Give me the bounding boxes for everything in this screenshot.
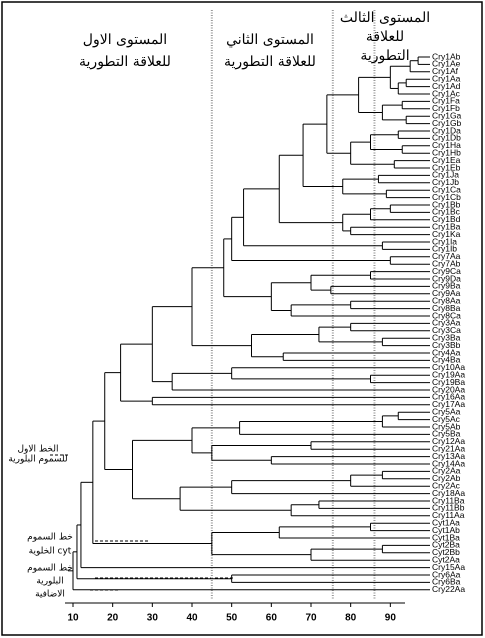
leaf-label: Cry1Ba <box>432 221 461 231</box>
leaf-label: Cry1Aa <box>432 73 461 83</box>
leaf-label: Cry3Aa <box>432 318 461 328</box>
leaf-label: Cry1Ha <box>432 140 461 150</box>
leaf-label: Cry2Ac <box>432 480 461 490</box>
leaf-label: Cry14Aa <box>432 458 465 468</box>
leaf-label: Cry1Ib <box>432 244 457 254</box>
leaf-label: Cyt1Ba <box>432 532 460 542</box>
leaf-label: Cry5Ab <box>432 421 461 431</box>
side-label: البلورية <box>36 577 63 587</box>
level-heading: التطورية <box>360 48 409 64</box>
leaf-label: Cry15Aa <box>432 562 465 572</box>
leaf-label: Cry1Ea <box>432 155 461 165</box>
leaf-label: Cry5Ba <box>432 429 461 439</box>
leaf-label: Cry20Aa <box>432 384 465 394</box>
x-tick-label: 20 <box>107 613 119 624</box>
level-heading: المستوى الثالث <box>340 10 430 26</box>
leaf-label: Cry19Ba <box>432 377 465 387</box>
level-heading: للعلاقة <box>366 29 404 45</box>
level-heading: المستوى الثاني <box>226 32 314 48</box>
leaf-label: Cry1Bc <box>432 207 461 217</box>
leaf-label: Cyt2Aa <box>432 554 460 564</box>
side-label: الاضافية <box>35 590 65 600</box>
leaf-label: Cry1Jb <box>432 177 459 187</box>
leaf-label: Cry3Ba <box>432 332 461 342</box>
leaf-label: Cry1Ja <box>432 170 459 180</box>
leaf-label: Cry1Bd <box>432 214 461 224</box>
leaf-label: Cry19Aa <box>432 369 465 379</box>
leaf-label: Cry1Bb <box>432 199 461 209</box>
leaf-label: Cry9Aa <box>432 288 461 298</box>
leaf-label: Cry10Aa <box>432 362 465 372</box>
leaf-label: Cry9Ba <box>432 281 461 291</box>
leaf-label: Cry9Da <box>432 273 461 283</box>
side-label: خط السموم <box>27 564 73 574</box>
leaf-label: Cry5Aa <box>432 406 461 416</box>
leaf-label: Cry1Da <box>432 125 461 135</box>
leaf-label: Cry2Aa <box>432 466 461 476</box>
leaf-label: Cry8Ca <box>432 310 461 320</box>
leaf-label: Cry3Ca <box>432 325 461 335</box>
level-heading: للعلاقة التطورية <box>224 54 316 70</box>
x-tick-label: 40 <box>186 613 198 624</box>
leaf-label: Cry12Aa <box>432 436 465 446</box>
leaf-label: Cry1Ia <box>432 236 457 246</box>
leaf-label: Cry5Ac <box>432 414 461 424</box>
leaf-label: Cyt2Ba <box>432 540 460 550</box>
x-tick-label: 30 <box>147 613 159 624</box>
leaf-label: Cry7Ab <box>432 258 461 268</box>
level-heading: المستوى الاول <box>83 32 167 48</box>
leaf-label: Cry1Af <box>432 66 459 76</box>
x-tick-label: 60 <box>266 613 278 624</box>
leaf-label: Cry8Ba <box>432 303 461 313</box>
x-tick-label: 90 <box>385 613 397 624</box>
leaf-label: Cry8Aa <box>432 295 461 305</box>
leaf-label: Cry7Aa <box>432 251 461 261</box>
side-label: الخط الاول <box>18 445 59 455</box>
leaf-label: Cry1Ab <box>432 51 461 61</box>
leaf-label: Cry2Ab <box>432 473 461 483</box>
leaf-label: Cry21Aa <box>432 443 465 453</box>
leaf-label: Cry18Aa <box>432 488 465 498</box>
leaf-label: Cry1Ac <box>432 88 461 98</box>
leaf-label: Cyt1Aa <box>432 517 460 527</box>
leaf-label: Cyt1Ab <box>432 525 460 535</box>
leaf-label: Cry1Ad <box>432 81 461 91</box>
x-tick-label: 80 <box>345 613 357 624</box>
leaf-label: Cry1Fb <box>432 103 460 113</box>
leaf-label: Cry13Aa <box>432 451 465 461</box>
leaf-label: Cry11Ba <box>432 495 465 505</box>
leaf-label: Cry6Ba <box>432 577 461 587</box>
leaf-label: Cry1Fa <box>432 96 460 106</box>
leaf-label: Cry1Eb <box>432 162 461 172</box>
leaf-label: Cry6Aa <box>432 569 461 579</box>
leaf-label: Cry17Aa <box>432 399 465 409</box>
x-tick-label: 10 <box>67 613 79 624</box>
leaf-label: Cry22Aa <box>432 584 465 594</box>
level-heading: للعلاقة التطورية <box>79 54 171 70</box>
leaf-label: Cry1Ae <box>432 59 461 69</box>
leaf-label: Cry11Bb <box>432 503 465 513</box>
side-label: للسموم البلورية <box>8 455 67 465</box>
leaf-label: Cry1Cb <box>432 192 461 202</box>
leaf-label: Cry1Db <box>432 133 461 143</box>
x-tick-label: 70 <box>305 613 317 624</box>
x-tick-label: 50 <box>226 613 238 624</box>
leaf-label: Cry1Ka <box>432 229 461 239</box>
leaf-label: Cry9Ca <box>432 266 461 276</box>
side-label: خط السموم <box>27 533 73 543</box>
leaf-label: Cry4Ba <box>432 355 461 365</box>
leaf-label: Cry1Gb <box>432 118 462 128</box>
leaf-label: Cry16Aa <box>432 392 465 402</box>
leaf-label: Cry1Ga <box>432 110 462 120</box>
leaf-label: Cry11Aa <box>432 510 465 520</box>
leaf-label: Cry3Bb <box>432 340 461 350</box>
leaf-label: Cry1Ca <box>432 184 461 194</box>
leaf-label: Cry4Aa <box>432 347 461 357</box>
side-label: الخلوية cyt <box>29 547 72 557</box>
leaf-label: Cyt2Bb <box>432 547 460 557</box>
leaf-label: Cry1Hb <box>432 147 461 157</box>
